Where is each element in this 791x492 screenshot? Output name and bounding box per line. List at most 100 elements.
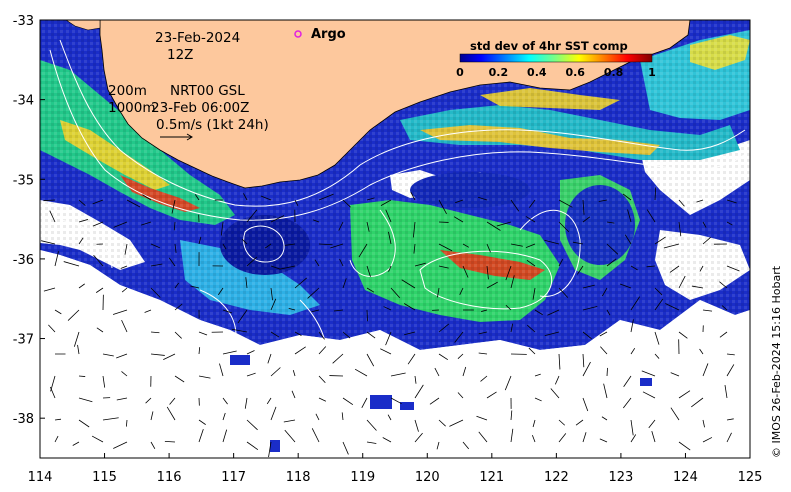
current-vector <box>654 353 660 359</box>
current-vector <box>726 418 734 421</box>
current-vector <box>606 243 619 255</box>
current-vector <box>510 199 520 212</box>
current-vector <box>174 243 177 253</box>
current-vector <box>112 309 128 315</box>
current-vector <box>726 353 735 356</box>
current-vector <box>222 350 237 355</box>
current-vector <box>691 397 704 408</box>
current-vector <box>43 287 56 292</box>
current-vector <box>270 406 277 421</box>
current-vector <box>404 331 416 336</box>
contour-1000m <box>49 49 750 221</box>
current-vector <box>267 353 272 364</box>
current-vector <box>390 287 401 299</box>
current-vector <box>719 331 728 338</box>
current-vector <box>244 397 248 409</box>
current-vector <box>603 383 608 399</box>
current-vector <box>457 392 464 399</box>
current-vector <box>678 199 685 207</box>
current-vector <box>528 347 536 355</box>
current-vector <box>437 287 440 298</box>
current-vector <box>48 324 56 333</box>
current-vector <box>383 306 392 311</box>
current-vector <box>168 257 176 267</box>
current-vector <box>669 265 680 273</box>
current-vector <box>599 438 608 443</box>
current-vector <box>54 418 62 421</box>
scale-label: 0.5m/s (1kt 24h) <box>156 117 269 133</box>
current-vector <box>478 352 488 355</box>
current-vector <box>63 261 80 267</box>
x-axis: 114 115 116 117 118 119 120 121 122 123 124 125 <box>28 453 762 485</box>
current-vector <box>311 428 320 443</box>
current-vector <box>534 309 543 316</box>
current-vector <box>246 441 259 451</box>
current-vector <box>678 275 686 289</box>
current-vector <box>246 209 258 223</box>
current-vector <box>294 277 307 289</box>
current-vector <box>575 419 584 426</box>
current-vector <box>366 441 377 444</box>
current-vector <box>462 441 470 450</box>
current-vector <box>719 281 728 289</box>
current-vector <box>414 375 417 384</box>
current-vector <box>413 243 416 254</box>
current-vector <box>338 221 344 231</box>
current-vector <box>696 199 704 203</box>
current-vector <box>92 221 104 227</box>
current-vector <box>572 241 584 245</box>
current-vector <box>246 350 255 355</box>
current-vector <box>480 375 488 382</box>
current-vector <box>174 282 180 289</box>
current-vector <box>270 265 281 270</box>
current-vector <box>726 265 740 272</box>
current-vector <box>651 430 656 443</box>
current-vector <box>169 397 176 405</box>
current-vector <box>385 209 392 223</box>
current-vector <box>678 331 688 339</box>
current-vector <box>582 306 598 311</box>
current-vector <box>531 435 536 443</box>
current-vector <box>150 353 165 356</box>
current-vector <box>145 397 152 404</box>
current-vector <box>116 353 128 359</box>
contour-eddy <box>419 250 553 310</box>
current-vector <box>558 433 567 443</box>
current-vector <box>478 431 488 443</box>
depth-label-1000: 1000m <box>108 100 156 116</box>
current-vector <box>198 375 211 379</box>
data-patch <box>400 402 414 410</box>
current-vector <box>342 397 354 406</box>
current-vector <box>142 194 152 201</box>
current-vector <box>654 298 664 311</box>
current-vector <box>481 309 488 312</box>
current-vector <box>646 209 656 223</box>
colorbar-ticks: 0 0.2 0.4 0.6 0.8 1 <box>456 66 656 79</box>
current-vector <box>510 410 513 421</box>
y-tick-label: -36 <box>13 253 34 268</box>
argo-label: Argo <box>311 27 346 42</box>
current-vector <box>270 331 280 338</box>
current-vector <box>318 397 327 402</box>
current-vector <box>403 303 416 311</box>
current-vector <box>576 265 584 275</box>
current-vector <box>505 265 512 281</box>
current-vector <box>150 441 156 450</box>
current-vector <box>558 221 570 233</box>
colorbar-tick-label: 0.4 <box>527 66 547 79</box>
time-label: 12Z <box>167 47 193 63</box>
current-vector <box>724 385 728 399</box>
current-vector <box>665 303 680 311</box>
argo-marker-icon <box>294 30 302 38</box>
current-vector <box>231 328 248 333</box>
current-vector <box>190 285 200 289</box>
colorbar-title: std dev of 4hr SST comp <box>470 39 628 53</box>
data-patch <box>270 440 280 452</box>
current-vector <box>630 347 636 355</box>
current-vector <box>270 215 285 223</box>
current-vector <box>366 331 376 339</box>
land-strip <box>65 20 101 31</box>
current-vector <box>623 375 632 387</box>
current-vector <box>245 277 248 289</box>
current-vector <box>654 331 660 345</box>
